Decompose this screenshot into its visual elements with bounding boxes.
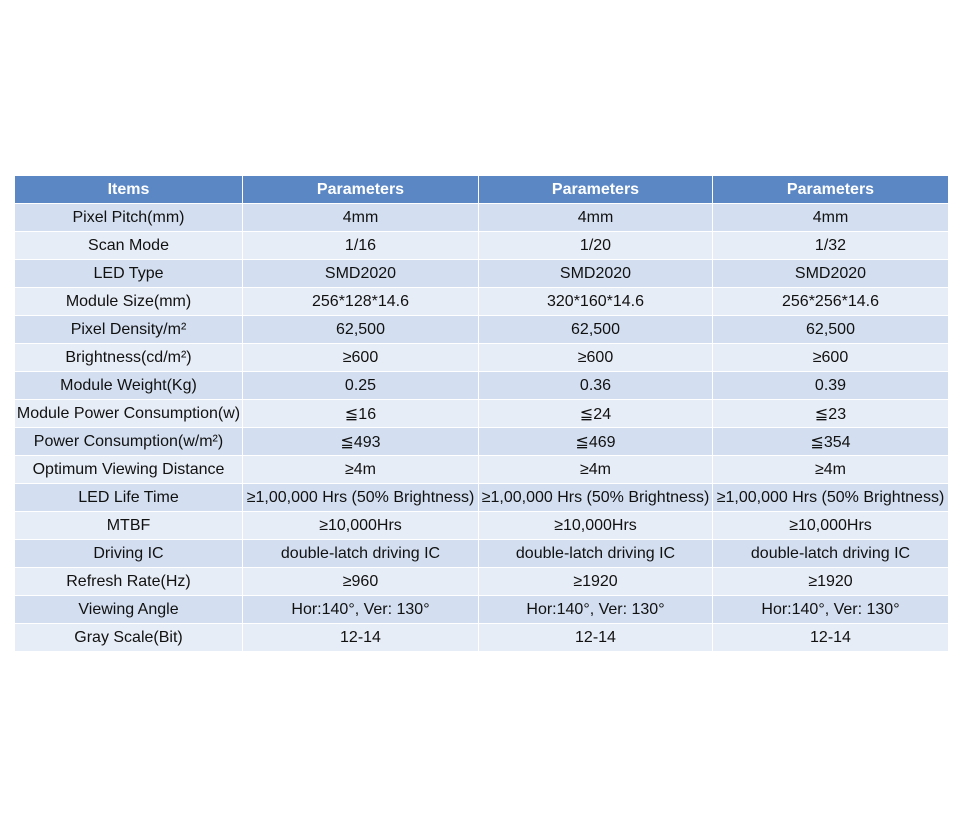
- parameter-cell: 0.39: [712, 371, 949, 400]
- item-cell: Driving IC: [14, 539, 243, 568]
- header-cell: Parameters: [242, 175, 479, 204]
- parameter-cell: Hor:140°, Ver: 130°: [478, 595, 713, 624]
- spec-table: Items Parameters Parameters Parameters Pixe…: [14, 175, 949, 652]
- parameter-cell: ≥4m: [478, 455, 713, 484]
- header-cell: Parameters: [478, 175, 713, 204]
- table-row: Module Power Consumption(w) ≦16 ≦24 ≦23: [14, 399, 949, 428]
- table-row: Brightness(cd/m²) ≥600 ≥600 ≥600: [14, 343, 949, 372]
- item-cell: Gray Scale(Bit): [14, 623, 243, 652]
- parameter-cell: 4mm: [478, 203, 713, 232]
- table-row: Viewing Angle Hor:140°, Ver: 130° Hor:140°…: [14, 595, 949, 624]
- header-cell: Items: [14, 175, 243, 204]
- item-cell: Power Consumption(w/m²): [14, 427, 243, 456]
- table-row: LED Type SMD2020 SMD2020 SMD2020: [14, 259, 949, 288]
- item-cell: LED Life Time: [14, 483, 243, 512]
- table-body: Pixel Pitch(mm) 4mm 4mm 4mm Scan Mode 1/16 1/2…: [14, 203, 949, 652]
- item-cell: Module Weight(Kg): [14, 371, 243, 400]
- parameter-cell: ≥1920: [712, 567, 949, 596]
- parameter-cell: ≥1,00,000 Hrs (50% Brightness): [478, 483, 713, 512]
- parameter-cell: ≥4m: [712, 455, 949, 484]
- item-cell: Scan Mode: [14, 231, 243, 260]
- parameter-cell: SMD2020: [712, 259, 949, 288]
- table-row: Pixel Density/m² 62,500 62,500 62,500: [14, 315, 949, 344]
- parameter-cell: 12-14: [478, 623, 713, 652]
- parameter-cell: ≥10,000Hrs: [242, 511, 479, 540]
- item-cell: LED Type: [14, 259, 243, 288]
- parameter-cell: 0.25: [242, 371, 479, 400]
- parameter-cell: double-latch driving IC: [712, 539, 949, 568]
- parameter-cell: ≥600: [478, 343, 713, 372]
- parameter-cell: 12-14: [712, 623, 949, 652]
- table-row: Driving IC double-latch driving IC double-…: [14, 539, 949, 568]
- parameter-cell: 62,500: [712, 315, 949, 344]
- item-cell: Module Power Consumption(w): [14, 399, 243, 428]
- parameter-cell: ≥10,000Hrs: [478, 511, 713, 540]
- parameter-cell: Hor:140°, Ver: 130°: [712, 595, 949, 624]
- parameter-cell: ≦16: [242, 399, 479, 428]
- table-row: Module Weight(Kg) 0.25 0.36 0.39: [14, 371, 949, 400]
- parameter-cell: 1/20: [478, 231, 713, 260]
- parameter-cell: ≥1,00,000 Hrs (50% Brightness): [712, 483, 949, 512]
- parameter-cell: 4mm: [242, 203, 479, 232]
- parameter-cell: 62,500: [242, 315, 479, 344]
- table-row: Refresh Rate(Hz) ≥960 ≥1920 ≥1920: [14, 567, 949, 596]
- parameter-cell: ≥1,00,000 Hrs (50% Brightness): [242, 483, 479, 512]
- parameter-cell: double-latch driving IC: [478, 539, 713, 568]
- parameter-cell: ≦469: [478, 427, 713, 456]
- parameter-cell: ≦23: [712, 399, 949, 428]
- table-row: Scan Mode 1/16 1/20 1/32: [14, 231, 949, 260]
- table-row: MTBF ≥10,000Hrs ≥10,000Hrs ≥10,000Hrs: [14, 511, 949, 540]
- parameter-cell: ≥4m: [242, 455, 479, 484]
- parameter-cell: SMD2020: [478, 259, 713, 288]
- item-cell: Viewing Angle: [14, 595, 243, 624]
- parameter-cell: 4mm: [712, 203, 949, 232]
- item-cell: Refresh Rate(Hz): [14, 567, 243, 596]
- item-cell: Optimum Viewing Distance: [14, 455, 243, 484]
- parameter-cell: ≥960: [242, 567, 479, 596]
- header-cell: Parameters: [712, 175, 949, 204]
- header-row: Items Parameters Parameters Parameters: [14, 175, 949, 204]
- item-cell: Brightness(cd/m²): [14, 343, 243, 372]
- table-row: Pixel Pitch(mm) 4mm 4mm 4mm: [14, 203, 949, 232]
- parameter-cell: ≥1920: [478, 567, 713, 596]
- parameter-cell: ≥10,000Hrs: [712, 511, 949, 540]
- parameter-cell: ≦354: [712, 427, 949, 456]
- table-row: Power Consumption(w/m²) ≦493 ≦469 ≦354: [14, 427, 949, 456]
- parameter-cell: 320*160*14.6: [478, 287, 713, 316]
- parameter-cell: 62,500: [478, 315, 713, 344]
- table-row: Optimum Viewing Distance ≥4m ≥4m ≥4m: [14, 455, 949, 484]
- parameter-cell: ≥600: [712, 343, 949, 372]
- parameter-cell: 256*128*14.6: [242, 287, 479, 316]
- parameter-cell: 0.36: [478, 371, 713, 400]
- parameter-cell: SMD2020: [242, 259, 479, 288]
- parameter-cell: 1/32: [712, 231, 949, 260]
- parameter-cell: 1/16: [242, 231, 479, 260]
- parameter-cell: double-latch driving IC: [242, 539, 479, 568]
- item-cell: Module Size(mm): [14, 287, 243, 316]
- item-cell: Pixel Density/m²: [14, 315, 243, 344]
- parameter-cell: 256*256*14.6: [712, 287, 949, 316]
- parameter-cell: Hor:140°, Ver: 130°: [242, 595, 479, 624]
- parameter-cell: ≦24: [478, 399, 713, 428]
- table-row: Module Size(mm) 256*128*14.6 320*160*14.6 2…: [14, 287, 949, 316]
- parameter-cell: ≥600: [242, 343, 479, 372]
- parameter-cell: 12-14: [242, 623, 479, 652]
- item-cell: MTBF: [14, 511, 243, 540]
- parameter-cell: ≦493: [242, 427, 479, 456]
- table-row: Gray Scale(Bit) 12-14 12-14 12-14: [14, 623, 949, 652]
- item-cell: Pixel Pitch(mm): [14, 203, 243, 232]
- table-row: LED Life Time ≥1,00,000 Hrs (50% Brightne…: [14, 483, 949, 512]
